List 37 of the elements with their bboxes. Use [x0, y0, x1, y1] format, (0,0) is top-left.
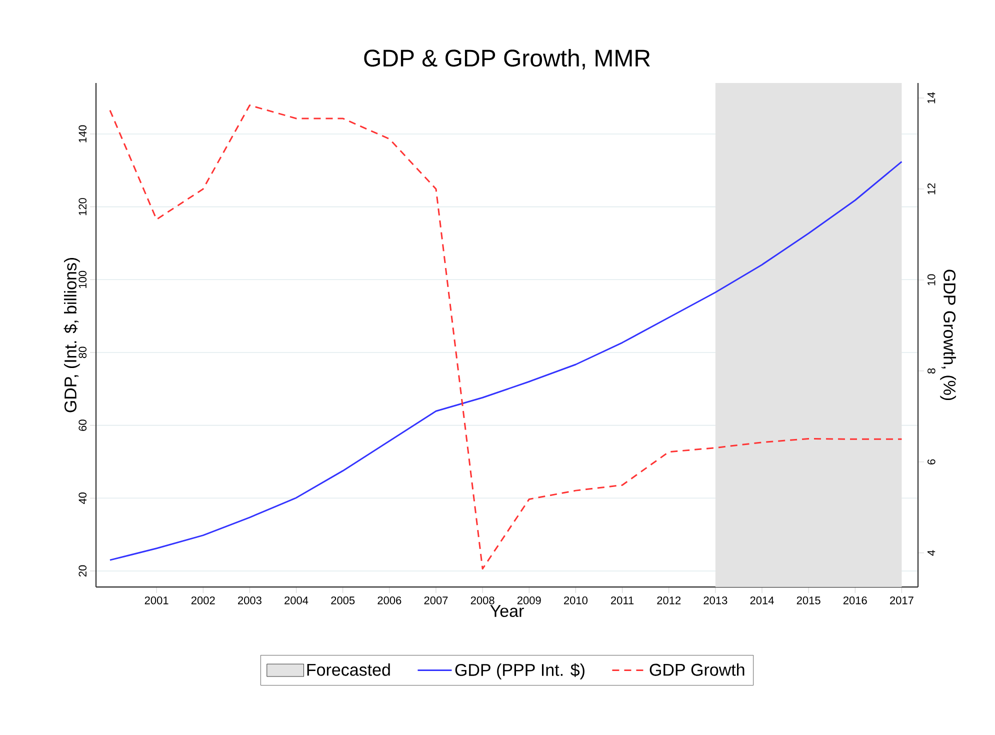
x-tick-label: 2009 [517, 596, 541, 604]
x-tick-label: 2005 [331, 596, 355, 604]
y-tick-label: 80 [78, 346, 87, 358]
x-tick-label: 2008 [470, 596, 494, 604]
x-tick-label: 2012 [657, 596, 681, 604]
y-tick-label: 40 [78, 492, 87, 504]
x-tick-label: 2016 [843, 596, 867, 604]
x-tick-label: 2014 [750, 596, 774, 604]
x-tick-label: 2013 [704, 596, 728, 604]
y2-tick-label: 8 [928, 368, 936, 374]
legend-label: Forecasted [307, 663, 390, 676]
x-tick-label: 2002 [191, 596, 215, 604]
legend-label: GDP (PPP Int. $) [455, 663, 584, 680]
y-tick-label: 60 [78, 420, 87, 431]
x-tick-label: 2007 [424, 596, 448, 604]
x-tick-label: 2017 [890, 596, 914, 604]
y-axis-title: GDP, (Int. $, billions) [64, 258, 80, 412]
x-tick-label: 2001 [144, 596, 168, 604]
y2-tick-label: 14 [928, 92, 936, 104]
chart-title: GDP & GDP Growth, MMR [364, 49, 650, 70]
x-tick-label: 2010 [564, 596, 588, 604]
y-tick-label: 140 [78, 125, 87, 142]
x-tick-label: 2004 [284, 596, 308, 604]
y-tick-label: 100 [78, 270, 87, 288]
y2-tick-label: 4 [928, 550, 936, 556]
y-tick-label: 120 [78, 198, 87, 216]
y2-tick-label: 6 [928, 459, 936, 464]
x-tick-label: 2011 [610, 596, 634, 604]
x-axis-title: Year [490, 605, 524, 618]
y2-tick-label: 12 [928, 183, 936, 194]
x-tick-label: 2015 [796, 596, 820, 604]
y2-tick-label: 10 [928, 274, 936, 286]
y2-axis-title: GDP Growth, (%) [940, 270, 956, 400]
legend-label: GDP Growth [650, 663, 744, 676]
x-tick-label: 2006 [378, 596, 402, 604]
y-tick-label: 20 [78, 565, 87, 577]
x-tick-label: 2003 [238, 596, 262, 604]
